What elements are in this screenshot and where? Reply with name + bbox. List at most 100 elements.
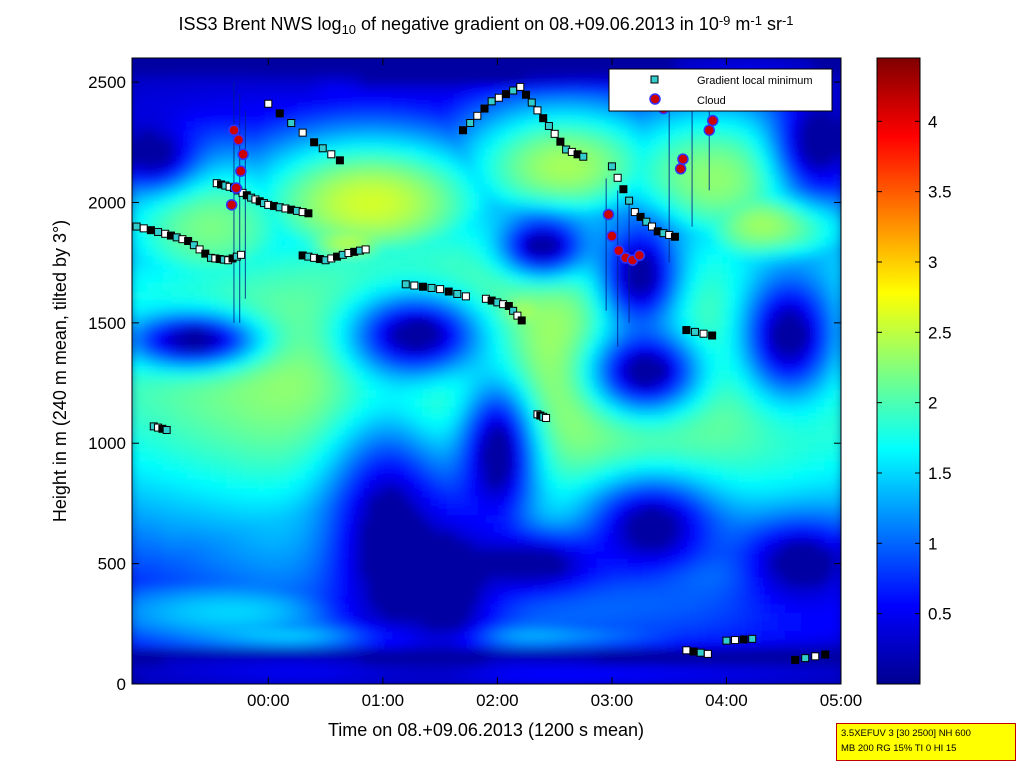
gradient-minimum-marker <box>579 152 588 161</box>
gradient-minimum-marker <box>696 648 705 657</box>
gradient-minimum-marker <box>550 129 559 138</box>
cloud-marker <box>703 124 716 136</box>
gradient-minimum-marker <box>327 150 336 159</box>
gradient-minimum-marker <box>504 301 513 310</box>
plot-frame <box>131 57 842 685</box>
gradient-minimum-marker <box>625 196 634 205</box>
gradient-minimum-marker <box>287 119 296 128</box>
gradient-minimum-marker <box>361 245 370 254</box>
gradient-minimum-marker <box>556 137 565 146</box>
gradient-minimum-marker <box>613 173 622 182</box>
cloud-marker <box>237 148 249 161</box>
colorbar-tick-label: 1 <box>928 534 937 553</box>
gradient-minimum-marker <box>418 282 427 291</box>
gradient-minimum-marker <box>310 138 319 147</box>
cloud-marker <box>677 153 689 165</box>
cloud-marker <box>228 124 240 136</box>
colorbar-gradient <box>876 57 921 685</box>
gradient-minimum-marker <box>132 222 141 231</box>
marker-layer <box>132 82 830 664</box>
legend-label-cloud: Cloud <box>697 95 726 107</box>
gradient-minimum-marker <box>401 280 410 289</box>
x-tick-label: 01:00 <box>362 691 405 710</box>
gradient-minimum-marker <box>682 646 691 655</box>
gradient-minimum-marker <box>466 119 475 128</box>
gradient-minimum-marker <box>542 413 551 422</box>
gradient-minimum-marker <box>748 634 757 643</box>
gradient-minimum-marker <box>708 331 717 340</box>
y-tick-label: 500 <box>98 555 126 574</box>
gradient-minimum-marker <box>501 90 510 99</box>
info-line-2: MB 200 RG 15% TI 0 HI 15 <box>841 743 957 754</box>
gradient-minimum-marker <box>630 208 639 217</box>
gradient-minimum-marker <box>509 306 518 315</box>
gradient-minimum-marker <box>146 226 155 235</box>
legend: Gradient local minimum Cloud <box>608 68 833 112</box>
gradient-minimum-marker <box>539 114 548 123</box>
gradient-minimum-marker <box>461 292 470 301</box>
info-box: 3.5XEFUV 3 [30 2500] NH 600 MB 200 RG 15… <box>836 723 1016 761</box>
gradient-minimum-marker <box>275 109 284 118</box>
y-axis-label: Height in m (240 m mean, tilted by 3°) <box>50 220 70 522</box>
cloud-marker <box>225 199 238 211</box>
gradient-minimum-marker <box>436 285 445 294</box>
gradient-minimum-marker <box>444 287 453 296</box>
legend-circle-icon <box>649 93 661 105</box>
gradient-minimum-marker <box>682 326 691 335</box>
gradient-minimum-marker <box>298 128 307 137</box>
gradient-minimum-marker <box>453 289 462 298</box>
y-tick-label: 0 <box>117 675 126 694</box>
colorbar-tick-label: 4 <box>928 112 937 131</box>
cloud-marker <box>706 114 719 127</box>
gradient-minimum-marker <box>811 652 820 661</box>
gradient-minimum-marker <box>636 212 645 221</box>
gradient-minimum-marker <box>522 90 531 99</box>
y-axis: 0 500 1000 1500 2000 2500 <box>88 73 841 694</box>
gradient-minimum-marker <box>731 636 740 645</box>
cloud-marker <box>232 134 245 146</box>
gradient-minimum-marker <box>690 327 699 336</box>
gradient-minimum-marker <box>527 98 536 107</box>
legend-box <box>608 68 833 112</box>
info-line-1: 3.5XEFUV 3 [30 2500] NH 600 <box>841 728 971 739</box>
gradient-minimum-marker <box>801 654 810 663</box>
y-tick-label: 2000 <box>88 193 126 212</box>
gradient-minimum-marker <box>237 250 246 259</box>
cloud-marker <box>602 208 615 221</box>
x-tick-label: 02:00 <box>476 691 519 710</box>
colorbar-tick-label: 1.5 <box>928 464 952 483</box>
gradient-minimum-marker <box>703 649 712 658</box>
gradient-minimum-marker <box>189 241 198 250</box>
gradient-minimum-marker <box>162 425 171 434</box>
colorbar-tick-label: 3.5 <box>928 183 952 202</box>
x-tick-label: 04:00 <box>705 691 748 710</box>
x-axis-label: Time on 08.+09.06.2013 (1200 s mean) <box>328 720 644 740</box>
y-tick-label: 1500 <box>88 314 126 333</box>
gradient-minimum-marker <box>487 97 496 106</box>
colorbar-tick-label: 3 <box>928 253 937 272</box>
gradient-minimum-marker <box>459 126 468 135</box>
cloud-marker <box>230 182 242 194</box>
gradient-minimum-marker <box>544 122 553 131</box>
gradient-minimum-marker <box>304 209 313 218</box>
cloud-marker <box>613 244 625 257</box>
gradient-minimum-marker <box>264 99 273 108</box>
gradient-minimum-marker <box>533 106 542 115</box>
gradient-minimum-marker <box>201 249 210 258</box>
colorbar-tick-label: 2.5 <box>928 323 952 342</box>
gradient-minimum-marker <box>509 86 518 95</box>
gradient-minimum-marker <box>335 156 344 165</box>
gradient-minimum-marker <box>821 650 830 659</box>
gradient-minimum-marker <box>739 635 748 644</box>
gradient-minimum-marker <box>480 104 489 113</box>
x-axis: 00:00 01:00 02:00 03:00 04:00 05:00 <box>247 58 862 710</box>
gradient-minimum-marker <box>670 232 679 241</box>
colorbar: 0.5 1 1.5 2 2.5 3 3.5 4 <box>876 57 952 685</box>
cloud-marker <box>633 249 646 262</box>
gradient-minimum-marker <box>699 329 708 338</box>
gradient-minimum-marker <box>473 111 482 120</box>
cloud-marker <box>235 165 247 177</box>
gradient-minimum-marker <box>791 655 800 664</box>
gradient-minimum-marker <box>184 236 193 245</box>
